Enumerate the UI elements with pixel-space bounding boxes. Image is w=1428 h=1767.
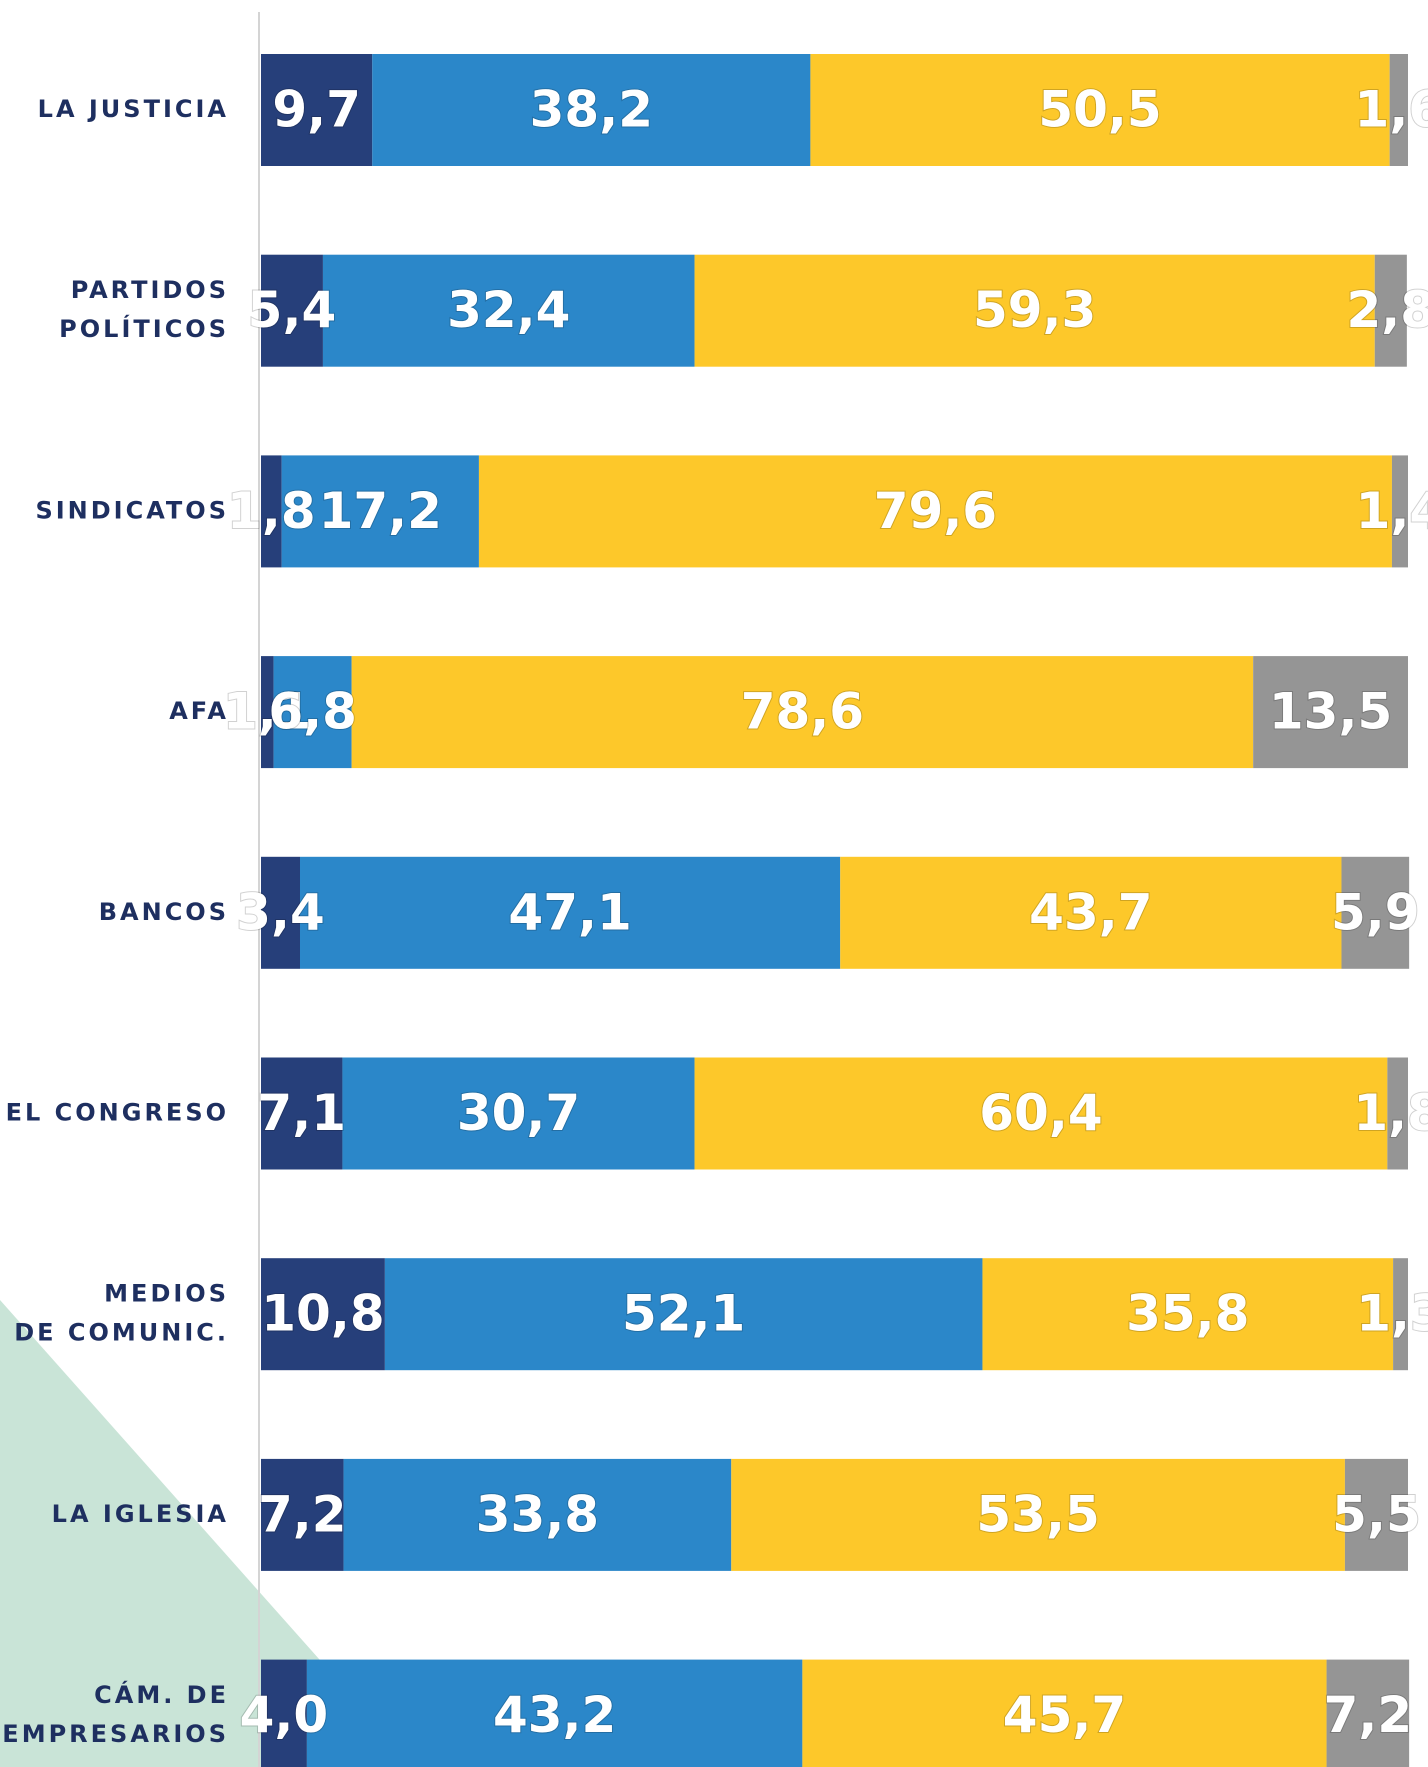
bar-segment — [261, 1258, 385, 1371]
value-label: 47,1 — [508, 883, 631, 941]
value-label: 1,6 — [1355, 81, 1428, 139]
bar-segment — [343, 1458, 732, 1571]
value-label: 50,5 — [1038, 81, 1161, 139]
category-label: DE COMUNIC. — [14, 1319, 229, 1347]
bar-segment — [731, 1458, 1345, 1571]
category-label: AFA — [169, 697, 229, 725]
bar-segment — [384, 1258, 983, 1371]
plot: LA JUSTICIA 9,7 38,2 50,5 1,6 PARTIDOS POLÍTIC… — [2, 54, 1428, 1767]
bar-segment — [1253, 656, 1408, 769]
value-label: 33,8 — [476, 1485, 599, 1543]
value-label: 13,5 — [1269, 683, 1392, 741]
bar-segment — [982, 1258, 1394, 1371]
bar-segment — [261, 856, 300, 969]
value-label: 32,4 — [447, 281, 570, 339]
bar-segment — [281, 455, 479, 568]
bar-segment — [261, 1057, 343, 1170]
bar-segment — [694, 1057, 1388, 1170]
value-label: 5,4 — [248, 281, 337, 339]
value-label: 7,1 — [257, 1084, 346, 1142]
value-label: 1,4 — [1356, 482, 1428, 540]
bar-segment — [342, 1057, 695, 1170]
value-label: 6,8 — [268, 683, 357, 741]
bar-segment — [840, 856, 1342, 969]
bar-segment — [306, 1659, 803, 1767]
category-label: BANCOS — [99, 898, 229, 926]
value-label: 43,7 — [1029, 883, 1152, 941]
bar-segment — [1374, 254, 1407, 367]
bar-segment — [351, 656, 1254, 769]
value-label: 53,5 — [976, 1485, 1099, 1543]
value-label: 5,9 — [1331, 883, 1420, 941]
value-label: 10,8 — [261, 1285, 384, 1343]
bar-segment — [802, 1659, 1327, 1767]
value-label: 1,8 — [227, 482, 316, 540]
bar-segment — [478, 455, 1392, 568]
bar-segment — [810, 54, 1390, 166]
value-label: 35,8 — [1126, 1285, 1249, 1343]
value-label: 5,5 — [1332, 1485, 1421, 1543]
bar-segment — [1326, 1659, 1410, 1767]
value-label: 7,2 — [1324, 1686, 1413, 1744]
value-label: 78,6 — [741, 683, 864, 741]
bar-segment — [261, 656, 274, 769]
bar-segment — [1387, 1057, 1408, 1170]
value-label: 17,2 — [319, 482, 442, 540]
value-label: 7,2 — [258, 1485, 347, 1543]
bar-segment — [273, 656, 352, 769]
category-label: EL CONGRESO — [6, 1099, 229, 1127]
bar-segment — [322, 254, 695, 367]
value-label: 59,3 — [973, 281, 1096, 339]
value-label: 1,8 — [1353, 1084, 1428, 1142]
category-label: MEDIOS — [104, 1280, 229, 1308]
bar-segment — [372, 54, 811, 166]
value-label: 45,7 — [1003, 1686, 1126, 1744]
bar-segment — [1344, 1458, 1408, 1571]
bar-segment — [1341, 856, 1410, 969]
value-label: 43,2 — [493, 1686, 616, 1744]
category-label: LA JUSTICIA — [38, 95, 229, 123]
value-label: 79,6 — [874, 482, 997, 540]
bar-segment — [299, 856, 841, 969]
value-label: 38,2 — [530, 81, 653, 139]
bar-segment — [1391, 455, 1408, 568]
value-label: 30,7 — [457, 1084, 580, 1142]
bar-segment — [261, 1458, 344, 1571]
background-shape — [0, 1300, 415, 1767]
category-label: LA IGLESIA — [52, 1500, 229, 1528]
value-label: 9,7 — [272, 81, 361, 139]
value-label: 52,1 — [622, 1285, 745, 1343]
bar-segment — [261, 455, 282, 568]
category-label: SINDICATOS — [35, 496, 229, 524]
value-label: 1,1 — [223, 683, 312, 741]
value-label: 3,4 — [236, 883, 325, 941]
category-label: EMPRESARIOS — [2, 1720, 229, 1748]
value-label: 2,8 — [1347, 281, 1428, 339]
value-label: 4,0 — [240, 1686, 329, 1744]
bar-segment — [261, 54, 373, 166]
bar-segment — [261, 254, 323, 367]
value-label: 1,3 — [1356, 1285, 1428, 1343]
category-label: CÁM. DE — [94, 1680, 229, 1709]
bar-segment — [1393, 1258, 1408, 1371]
category-label: PARTIDOS — [71, 276, 229, 304]
bar-segment — [261, 1659, 307, 1767]
bar-segment — [1389, 54, 1408, 166]
value-label: 60,4 — [979, 1084, 1102, 1142]
category-label: POLÍTICOS — [59, 314, 229, 343]
bar-segment — [694, 254, 1375, 367]
